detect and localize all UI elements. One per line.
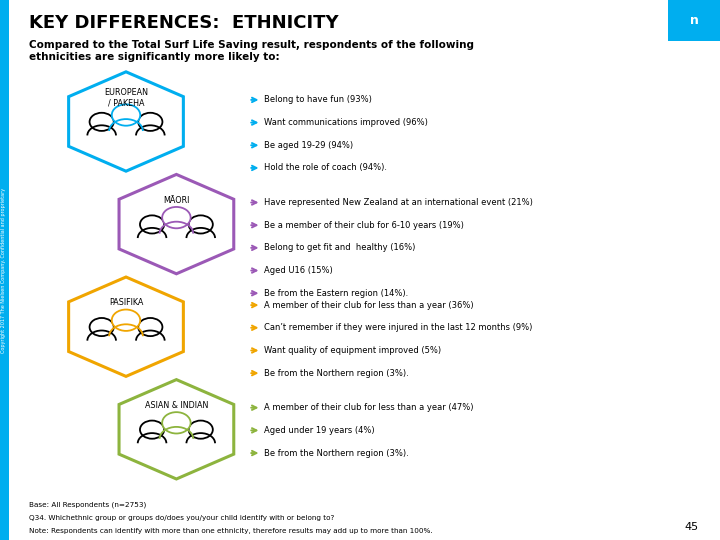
Text: Want communications improved (96%): Want communications improved (96%) <box>264 118 428 127</box>
Circle shape <box>140 215 164 233</box>
Text: EUROPEAN
/ PAKEHA: EUROPEAN / PAKEHA <box>104 88 148 107</box>
Text: Base: All Respondents (n=2753): Base: All Respondents (n=2753) <box>29 501 146 508</box>
Circle shape <box>138 318 163 336</box>
Text: Be aged 19-29 (94%): Be aged 19-29 (94%) <box>264 141 354 150</box>
Text: ASIAN & INDIAN: ASIAN & INDIAN <box>145 401 208 410</box>
Circle shape <box>189 215 213 233</box>
Text: 45: 45 <box>684 522 698 532</box>
Text: Be from the Eastern region (14%).: Be from the Eastern region (14%). <box>264 289 408 298</box>
Text: Copyright 2017 The Nielsen Company. Confidential and proprietary: Copyright 2017 The Nielsen Company. Conf… <box>1 187 6 353</box>
Text: MĀORI: MĀORI <box>163 196 189 205</box>
Text: Note: Respondents can identify with more than one ethnicity, therefore results m: Note: Respondents can identify with more… <box>29 528 433 534</box>
Polygon shape <box>119 380 234 479</box>
Circle shape <box>162 207 191 228</box>
Circle shape <box>112 104 140 126</box>
Circle shape <box>89 113 114 131</box>
Text: Have represented New Zealand at an international event (21%): Have represented New Zealand at an inter… <box>264 198 533 207</box>
Polygon shape <box>119 174 234 274</box>
Text: A member of their club for less than a year (36%): A member of their club for less than a y… <box>264 301 474 309</box>
Text: Hold the role of coach (94%).: Hold the role of coach (94%). <box>264 164 387 172</box>
Text: n: n <box>690 14 698 27</box>
Circle shape <box>112 309 140 331</box>
Text: Aged U16 (15%): Aged U16 (15%) <box>264 266 333 275</box>
Bar <box>0 0 9 540</box>
Polygon shape <box>68 277 184 376</box>
Bar <box>668 0 720 40</box>
Polygon shape <box>68 72 184 171</box>
Text: KEY DIFFERENCES:  ETHNICITY: KEY DIFFERENCES: ETHNICITY <box>29 14 338 31</box>
Text: Q34. Whichethnic group or groups do/does you/your child identify with or belong : Q34. Whichethnic group or groups do/does… <box>29 515 334 521</box>
Circle shape <box>189 421 213 438</box>
Text: Compared to the Total Surf Life Saving result, respondents of the following
ethn: Compared to the Total Surf Life Saving r… <box>29 40 474 62</box>
Text: Be a member of their club for 6-10 years (19%): Be a member of their club for 6-10 years… <box>264 221 464 230</box>
Circle shape <box>140 421 164 438</box>
Circle shape <box>138 113 163 131</box>
Text: A member of their club for less than a year (47%): A member of their club for less than a y… <box>264 403 474 412</box>
Text: Belong to have fun (93%): Belong to have fun (93%) <box>264 96 372 104</box>
Text: Belong to get fit and  healthy (16%): Belong to get fit and healthy (16%) <box>264 244 415 252</box>
Text: Can’t remember if they were injured in the last 12 months (9%): Can’t remember if they were injured in t… <box>264 323 533 332</box>
Circle shape <box>89 318 114 336</box>
Text: Aged under 19 years (4%): Aged under 19 years (4%) <box>264 426 375 435</box>
Text: Be from the Northern region (3%).: Be from the Northern region (3%). <box>264 449 409 457</box>
Text: Want quality of equipment improved (5%): Want quality of equipment improved (5%) <box>264 346 441 355</box>
Text: Be from the Northern region (3%).: Be from the Northern region (3%). <box>264 369 409 377</box>
Text: PASIFIKA: PASIFIKA <box>109 299 143 307</box>
Circle shape <box>162 412 191 434</box>
